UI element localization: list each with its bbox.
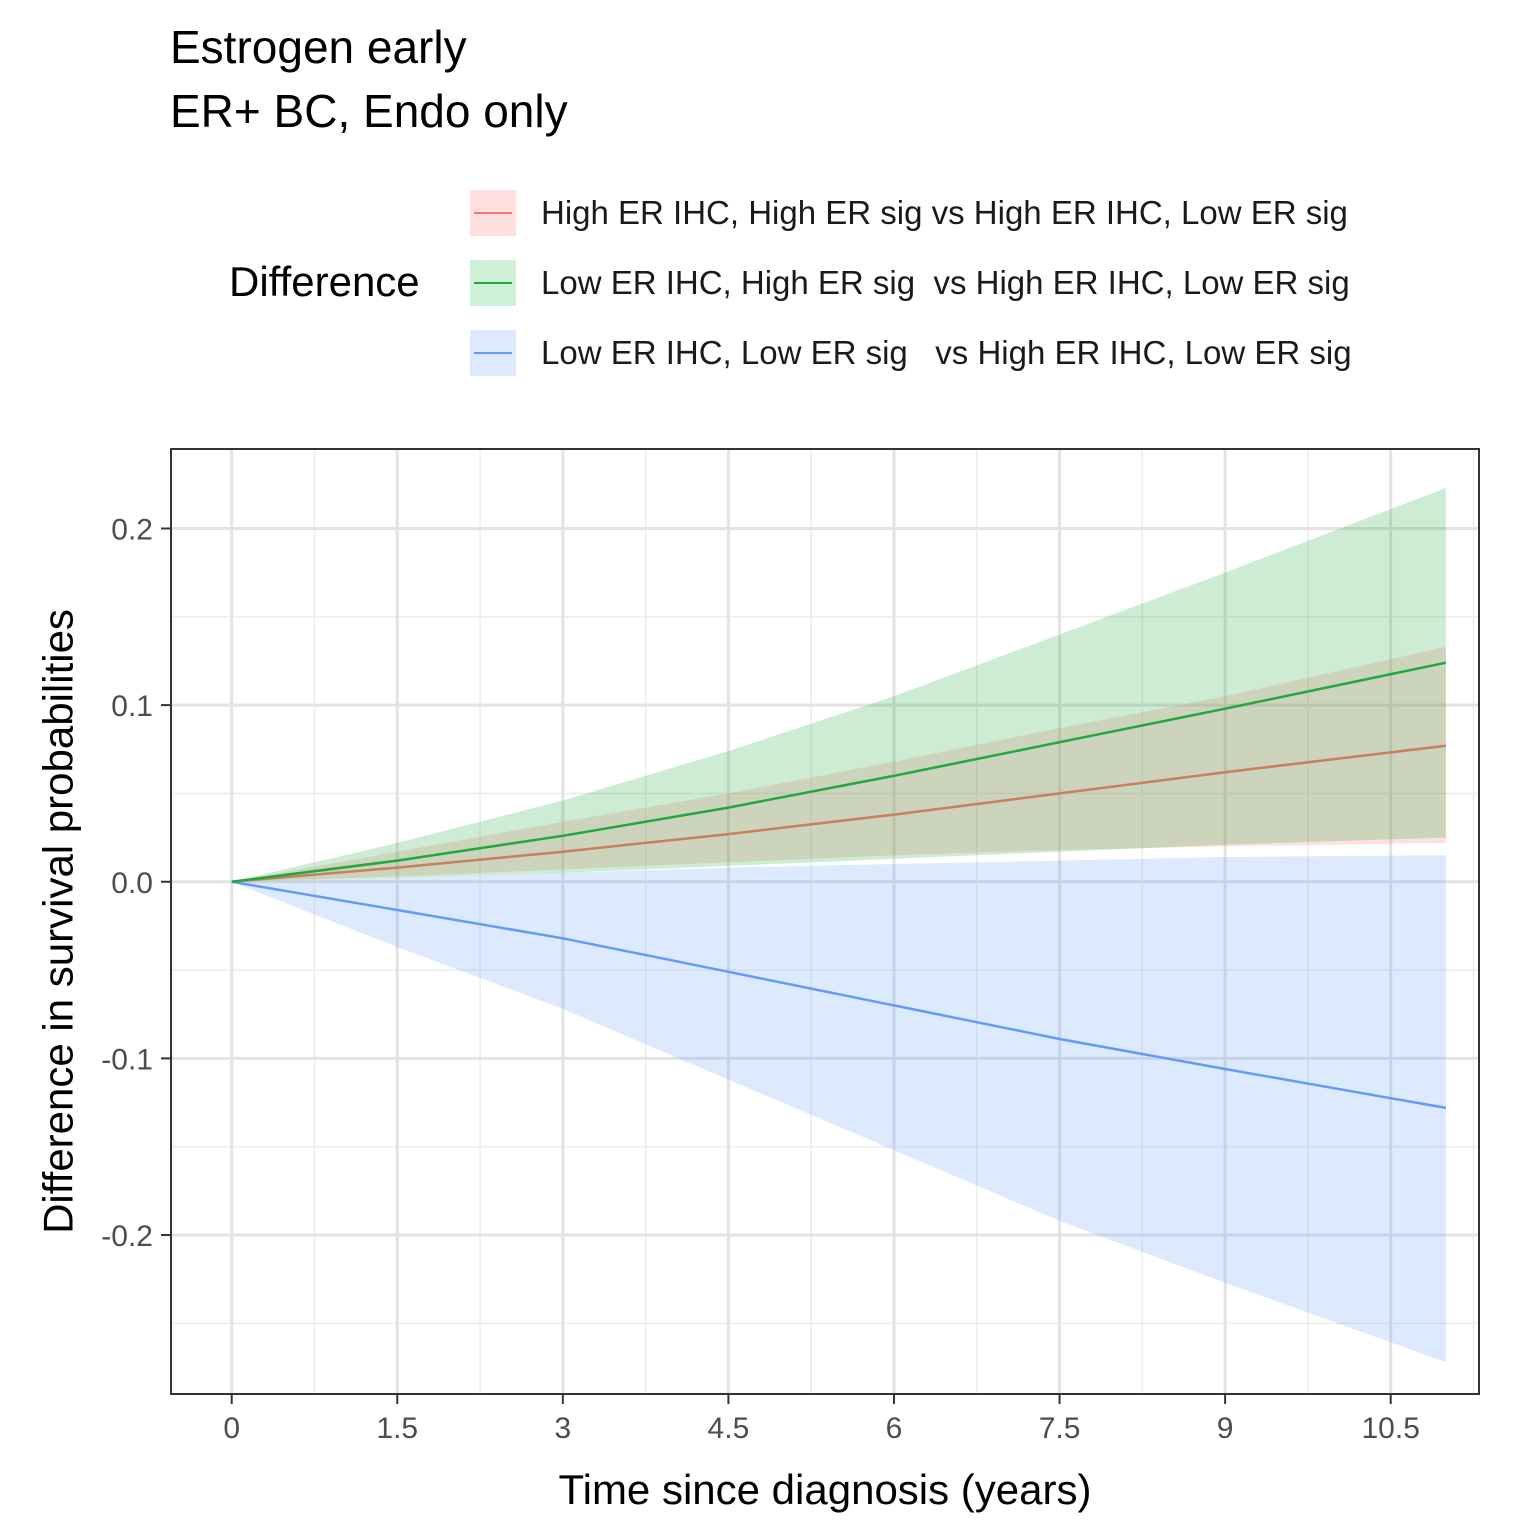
x-tick-label-3: 4.5 (708, 1412, 750, 1445)
legend-key-red-line (474, 212, 512, 214)
legend-key-green-line (474, 282, 512, 284)
x-tick-label-2: 3 (555, 1412, 572, 1445)
x-tick-label-7: 10.5 (1362, 1412, 1420, 1445)
series-lines (231, 661, 1447, 1110)
legend-title: Difference (229, 258, 420, 305)
y-tick-label-1: 0.1 (111, 690, 153, 723)
legend-key-green (470, 260, 516, 306)
legend-key-blue-line (474, 352, 512, 354)
x-axis-title: Time since diagnosis (years) (559, 1466, 1092, 1513)
series-line-red (231, 744, 1447, 884)
y-tick-label-3: -0.1 (101, 1043, 153, 1076)
legend-label-green: Low ER IHC, High ER sig vs High ER IHC, … (541, 264, 1350, 301)
x-tick-label-4: 6 (886, 1412, 903, 1445)
confidence-bands (231, 487, 1446, 1363)
panel-border (170, 448, 1480, 1395)
series-line-green (231, 661, 1447, 884)
y-tick-label-0: 0.2 (111, 513, 153, 546)
grid-minor (171, 449, 1479, 1394)
legend-key-red (470, 190, 516, 236)
y-tick-label-4: -0.2 (101, 1220, 153, 1253)
x-axis-ticks: 0 1.5 3 4.5 6 7.5 9 10.5 (223, 1394, 1420, 1445)
x-tick-label-5: 7.5 (1039, 1412, 1081, 1445)
band-red (231, 646, 1446, 882)
y-axis-title: Difference in survival probabilities (35, 609, 82, 1234)
legend-key-blue (470, 330, 516, 376)
legend-label-red: High ER IHC, High ER sig vs High ER IHC,… (541, 194, 1348, 231)
band-blue (231, 855, 1446, 1363)
chart-subtitle: ER+ BC, Endo only (170, 85, 568, 137)
x-tick-label-6: 9 (1217, 1412, 1234, 1445)
chart-title: Estrogen early (170, 21, 467, 73)
x-tick-label-1: 1.5 (376, 1412, 418, 1445)
x-tick-label-0: 0 (223, 1412, 240, 1445)
series-line-blue (231, 880, 1447, 1110)
y-tick-label-2: 0.0 (111, 867, 153, 900)
y-axis-ticks: 0.2 0.1 0.0 -0.1 -0.2 (101, 513, 171, 1253)
legend-label-blue: Low ER IHC, Low ER sig vs High ER IHC, L… (541, 334, 1352, 371)
grid-major (171, 449, 1479, 1394)
band-green (231, 487, 1446, 882)
